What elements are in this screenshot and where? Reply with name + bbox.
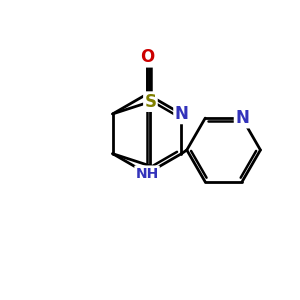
Text: N: N [235,109,249,127]
Text: NH: NH [135,167,159,181]
Text: S: S [144,93,156,111]
Text: O: O [140,48,154,66]
Text: N: N [175,105,188,123]
